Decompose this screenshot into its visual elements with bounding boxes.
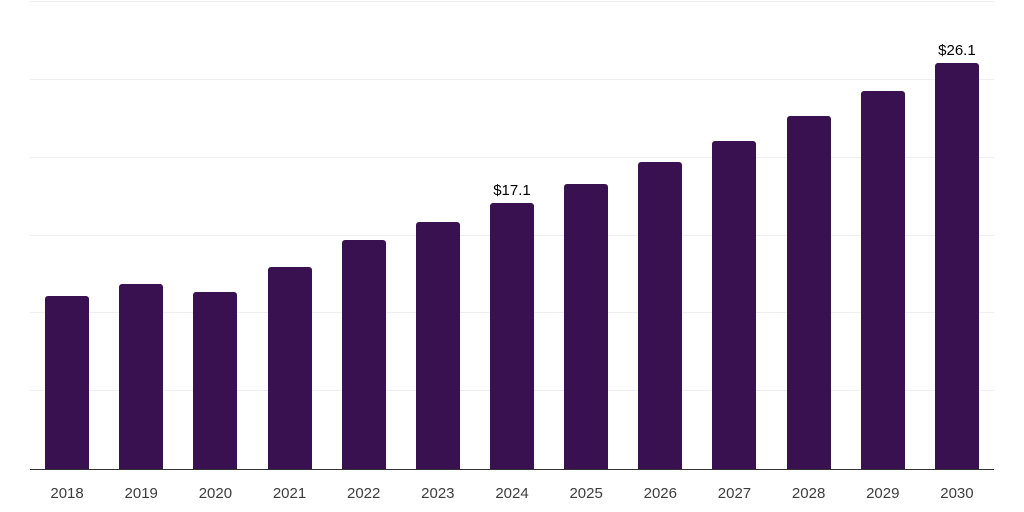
x-tick-2019: 2019 [124,485,158,502]
data-label-2030: $26.1 [938,41,976,59]
bar-2019 [119,283,164,469]
gridline-y-20 [30,156,994,158]
bar-2023 [415,221,460,469]
bar-2028 [786,115,831,469]
plot-area: $17.1 $26.1 [30,1,994,470]
bar-2020 [193,291,238,469]
data-label-2024: $17.1 [493,181,531,199]
x-tick-2027: 2027 [717,485,752,502]
x-tick-2022: 2022 [347,485,381,502]
x-tick-2028: 2028 [791,485,826,502]
x-tick-2018: 2018 [50,485,84,502]
x-tick-2021: 2021 [272,485,307,502]
x-tick-2029: 2029 [866,485,900,502]
bar-2029 [860,90,905,469]
x-tick-2023: 2023 [421,485,455,502]
bar-2018 [45,296,90,469]
x-tick-2020: 2020 [198,485,233,502]
x-tick-2025: 2025 [569,485,603,502]
bar-2030 [934,62,979,469]
x-tick-2030: 2030 [940,485,974,502]
gridline-y-30 [30,1,994,2]
bar-2022 [341,240,386,469]
bar-2021 [267,266,312,469]
bar-2024 [490,202,534,469]
gridline-y-25 [30,78,994,80]
bar-2026 [638,162,683,469]
x-axis: 2018 2019 2020 2021 2022 2023 2024 2025 2026 2027… [30,470,994,512]
bar-2027 [712,140,757,469]
bar-2025 [564,184,609,469]
x-tick-2026: 2026 [643,485,677,502]
x-tick-2024: 2024 [495,485,529,502]
